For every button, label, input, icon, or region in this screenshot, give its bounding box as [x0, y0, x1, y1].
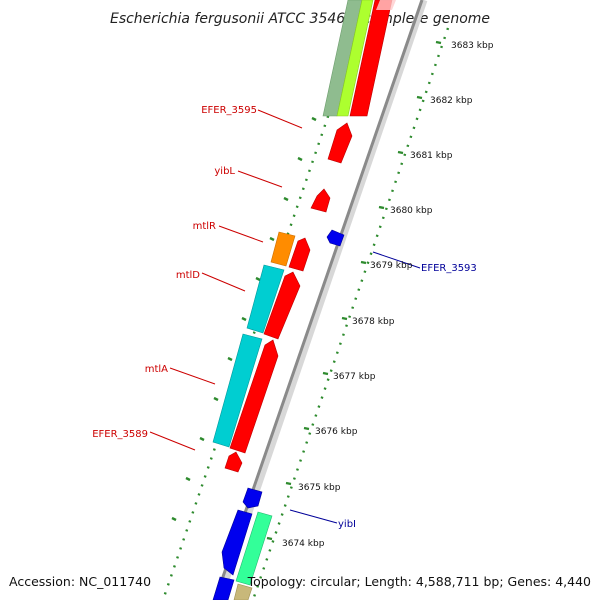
scale-label: 3676 kbp	[315, 427, 358, 437]
major-tick-marks	[171, 40, 442, 541]
gene-feature	[310, 188, 331, 213]
scale-label: 3678 kbp	[352, 317, 395, 327]
leader-lines	[149, 109, 421, 524]
gene-feature	[263, 271, 301, 340]
genome-backbone	[213, 0, 428, 600]
gene-feature	[233, 583, 253, 600]
gene-feature	[235, 511, 273, 586]
gene-feature	[246, 264, 285, 334]
gene-labels: EFER_3595 yibL mtlR mtlD mtlA EFER_3589 …	[92, 105, 477, 530]
gene-feature	[326, 229, 345, 247]
gene-feature	[224, 451, 243, 473]
scale-label: 3683 kbp	[451, 41, 494, 51]
gene-feature	[270, 231, 296, 267]
scale-labels: 3683 kbp 3682 kbp 3681 kbp 3680 kbp 3679…	[282, 41, 494, 549]
gene-feature	[242, 487, 263, 509]
scale-label: 3675 kbp	[298, 483, 341, 493]
gene-features	[212, 0, 396, 600]
gene-feature	[212, 333, 263, 448]
scale-label: 3681 kbp	[410, 151, 453, 161]
gene-feature	[221, 509, 253, 576]
genome-summary-text: Topology: circular; Length: 4,588,711 bp…	[247, 574, 591, 589]
gene-label: mtlA	[145, 364, 168, 375]
map-title: Escherichia fergusonii ATCC 35469, compl…	[110, 11, 490, 27]
accession-text: Accession: NC_011740	[9, 574, 151, 589]
gene-feature	[288, 237, 311, 272]
gene-label: EFER_3589	[92, 429, 148, 440]
outer-tick-ring	[251, 27, 450, 600]
gene-label: mtlD	[176, 270, 200, 281]
gene-label: yibI	[338, 519, 356, 530]
gene-feature	[212, 576, 235, 600]
gene-label: EFER_3595	[201, 105, 257, 116]
scale-label: 3679 kbp	[370, 261, 413, 271]
gene-feature	[349, 0, 393, 117]
scale-label: 3680 kbp	[390, 206, 433, 216]
scale-label: 3674 kbp	[282, 539, 325, 549]
gene-label: mtlR	[193, 221, 216, 232]
gene-feature	[229, 339, 279, 454]
gene-label: yibL	[214, 166, 235, 177]
gene-label: EFER_3593	[421, 263, 477, 274]
scale-label: 3682 kbp	[430, 96, 473, 106]
gene-feature	[336, 0, 374, 117]
scale-label: 3677 kbp	[333, 372, 376, 382]
gene-feature	[376, 0, 396, 10]
gene-feature	[327, 122, 353, 164]
